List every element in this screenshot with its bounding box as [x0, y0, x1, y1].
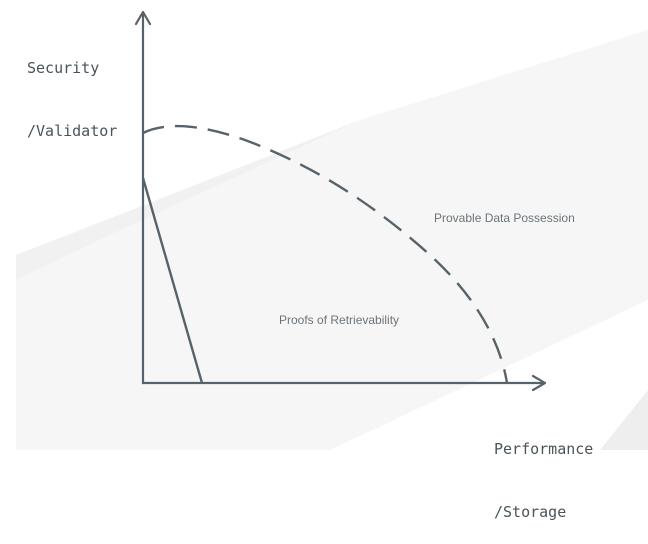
background-shape-band	[16, 30, 648, 450]
x-axis-arrowhead	[531, 374, 547, 392]
diagram-canvas	[16, 10, 648, 450]
y-axis-label-line2: /Validator	[27, 122, 118, 140]
pdp-region-label: Provable Data Possession	[434, 211, 575, 225]
por-region-label: Proofs of Retrievability	[279, 313, 400, 327]
background-shape-corner	[600, 390, 648, 450]
por-solid-line	[141, 177, 204, 384]
x-axis-label-line2: /Storage	[494, 503, 567, 521]
x-axis-label: Performance /Storage	[494, 397, 593, 544]
y-axis-arrowhead	[134, 10, 152, 26]
y-axis-label-line1: Security	[27, 59, 100, 77]
y-axis-label: Security /Validator	[27, 16, 117, 163]
pdp-dashed-curve	[142, 124, 509, 384]
